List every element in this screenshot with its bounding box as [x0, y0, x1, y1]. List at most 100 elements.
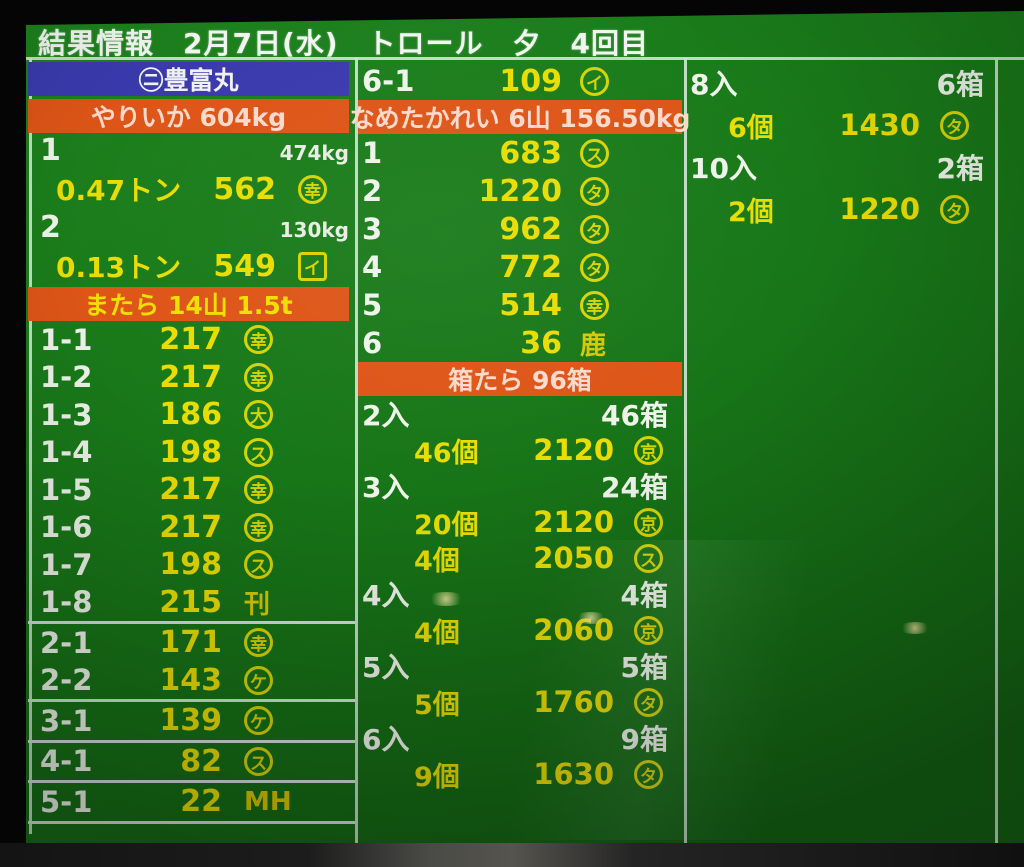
lot-price: 82 — [180, 743, 222, 779]
lot-number: 1 — [40, 133, 61, 168]
lot-number: 1-5 — [40, 472, 93, 507]
bid-count: 4個 — [414, 617, 460, 649]
buyer-mark: イ — [580, 66, 609, 96]
bid-row: 46個 2120 京 — [358, 432, 682, 469]
yariika-lot-list: 1 474kg 0.47トン 562 幸 2 130kg 0.13トン 549 イ — [28, 133, 355, 287]
box-count-label: 4箱 — [620, 579, 668, 612]
vessel-banner: ㋥豊富丸 — [28, 62, 349, 96]
bid-price: 1760 — [533, 685, 614, 719]
box-count-label: 5箱 — [620, 651, 668, 684]
box-size-label: 6入 — [362, 723, 410, 756]
lot-row: 1-6 217 幸 — [28, 509, 355, 547]
species-header-matara: またら 14山 1.5t — [28, 287, 349, 321]
species-header-hakotara: 箱たら 96箱 — [358, 362, 682, 396]
lot-number: 1-8 — [40, 585, 93, 620]
lot-row: 1 683 ス — [358, 134, 682, 172]
lot-price: 772 — [499, 249, 562, 285]
lot-weight: 130kg — [279, 218, 349, 242]
lot-price: 562 — [213, 171, 276, 207]
middle-column: 6-1 109 イ なめたかれい 6山 156.50kg 1 683 ス 2 1220 タ 3 9… — [350, 62, 691, 793]
buyer-mark: タ — [580, 252, 609, 282]
lot-number: 2 — [362, 174, 383, 208]
bid-row: 2個 1220 タ — [688, 188, 992, 230]
bid-row: 4個 2060 京 — [358, 612, 682, 649]
left-column-border-line — [29, 58, 32, 834]
bid-count: 2個 — [728, 196, 774, 228]
box-size-label: 4入 — [362, 579, 410, 612]
buyer-mark: タ — [634, 759, 663, 789]
buyer-mark: 大 — [244, 400, 273, 430]
display-screen: 結果情報 2月7日(水) トロール 夕 4回目 ㋥豊富丸 やりいか 604kg … — [26, 11, 1024, 843]
lot-row: 2-1 171 幸 — [28, 624, 355, 662]
buyer-mark: ス — [244, 437, 273, 467]
buyer-mark: 幸 — [244, 325, 273, 355]
buyer-mark: タ — [940, 194, 969, 224]
lot-number: 1 — [362, 136, 383, 170]
lot-row: 3-1 139 ケ — [28, 702, 355, 740]
buyer-mark: ス — [580, 138, 609, 168]
box-size-label: 2入 — [362, 399, 410, 432]
species-header-yariika: やりいか 604kg — [28, 99, 349, 133]
buyer-mark: ス — [244, 746, 273, 776]
lot-number: 5 — [362, 288, 383, 322]
buyer-mark: MH — [244, 786, 292, 817]
lot-row: 1-8 215 刊 — [28, 584, 355, 622]
bid-row: 9個 1630 タ — [358, 756, 682, 793]
bid-count: 4個 — [414, 545, 460, 577]
lot-number: 1-3 — [40, 397, 93, 432]
lot-result-row: 0.47トン 562 幸 — [28, 168, 355, 210]
matara-lot-table: 1-1 217 幸 1-2 217 幸 1-3 186 大 1-4 198 ス 1-5 217 幸 1-6 21… — [28, 321, 355, 824]
box-count-label: 2箱 — [936, 152, 984, 185]
buyer-mark: イ — [298, 251, 327, 281]
box-size-row: 2入 46箱 — [358, 396, 682, 432]
lot-number: 4 — [362, 250, 383, 284]
lot-price: 22 — [180, 784, 222, 820]
nametagarei-lot-list: 1 683 ス 2 1220 タ 3 962 タ 4 772 タ 5 514 幸 6 36 鹿 — [358, 134, 682, 362]
bid-price: 1220 — [839, 192, 920, 226]
lot-price: 549 — [213, 248, 276, 284]
lot-group: 5-1 22 MH — [28, 780, 355, 821]
box-size-label: 8入 — [690, 68, 738, 101]
box-size-row: 4入 4箱 — [358, 576, 682, 612]
bid-count: 6個 — [728, 112, 774, 144]
box-size-row: 10入 2箱 — [688, 146, 992, 188]
bid-row: 5個 1760 タ — [358, 684, 682, 721]
lot-row: 1-1 217 幸 — [28, 321, 355, 359]
lot-price: 186 — [159, 397, 222, 433]
board-title: 結果情報 2月7日(水) トロール 夕 4回目 — [38, 27, 650, 60]
lot-number: 3 — [362, 212, 383, 246]
lot-price: 683 — [499, 135, 562, 171]
carryover-row: 6-1 109 イ — [358, 62, 682, 100]
lot-number: 1-7 — [40, 547, 93, 582]
lot-group: 3-1 139 ケ — [28, 699, 355, 740]
box-count-label: 6箱 — [936, 68, 984, 101]
bid-count: 5個 — [414, 689, 460, 721]
buyer-mark: 幸 — [244, 362, 273, 392]
lot-number: 1-4 — [40, 435, 93, 470]
buyer-mark: タ — [580, 214, 609, 244]
bid-count: 20個 — [414, 509, 479, 541]
lot-price: 514 — [499, 287, 562, 323]
lot-price: 143 — [159, 662, 222, 698]
lot-group: 4-1 82 ス — [28, 739, 355, 781]
bid-price: 2050 — [533, 541, 614, 575]
lot-number: 5-1 — [40, 784, 93, 819]
buyer-mark: 刊 — [244, 589, 271, 620]
buyer-mark: 幸 — [244, 628, 273, 658]
bid-price: 2120 — [533, 433, 614, 467]
lot-group: 1-1 217 幸 1-2 217 幸 1-3 186 大 1-4 198 ス 1-5 217 幸 1-6 21… — [28, 321, 355, 621]
lot-row: 6-1 109 イ — [358, 62, 682, 100]
lot-row: 1-4 198 ス — [28, 434, 355, 472]
box-size-label: 5入 — [362, 651, 410, 684]
lot-price: 217 — [159, 472, 222, 508]
lot-price: 198 — [159, 434, 222, 470]
lot-number: 6 — [362, 326, 383, 360]
box-size-label: 10入 — [690, 152, 757, 185]
below-screen-area — [0, 843, 1024, 867]
right-column: 8入 6箱 6個 1430 タ 10入 2箱 2個 1220 タ — [688, 62, 992, 230]
glare-spot — [898, 622, 932, 634]
lot-number: 2 — [40, 210, 61, 245]
lot-number: 2-2 — [40, 663, 93, 698]
column-divider-2 — [684, 58, 687, 843]
